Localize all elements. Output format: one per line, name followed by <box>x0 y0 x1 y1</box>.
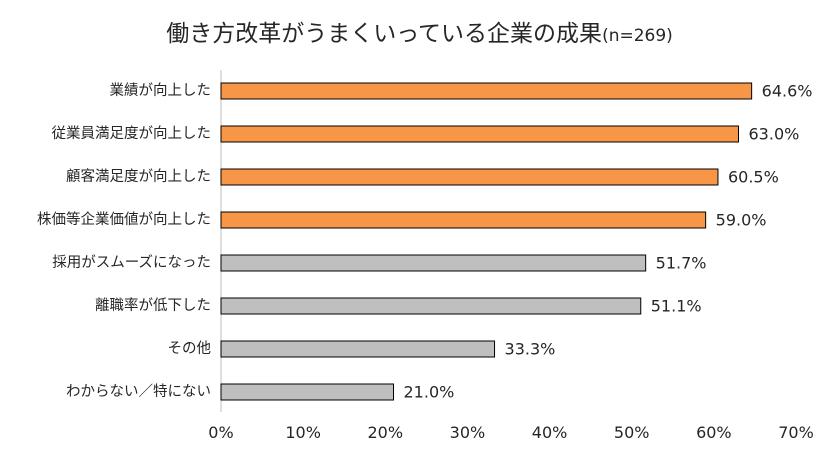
value-label: 60.5% <box>728 168 779 187</box>
category-label: 離職率が低下した <box>95 296 211 314</box>
value-label: 51.1% <box>651 297 702 316</box>
category-label: 業績が向上した <box>110 82 212 99</box>
bar-4 <box>220 211 707 229</box>
category-label: 株価等企業価値が向上した <box>37 210 211 228</box>
x-tick-label: 0% <box>208 423 233 442</box>
value-label: 63.0% <box>749 125 800 144</box>
bar-8 <box>220 383 394 401</box>
x-tick-label: 40% <box>532 423 568 442</box>
value-label: 33.3% <box>505 340 556 359</box>
value-label: 64.6% <box>762 82 813 101</box>
bar-3 <box>220 168 719 186</box>
bar-6 <box>220 297 642 315</box>
x-tick-label: 60% <box>696 423 732 442</box>
x-tick-label: 30% <box>450 423 486 442</box>
x-tick-label: 20% <box>368 423 404 442</box>
bar-1 <box>220 82 753 100</box>
category-labels: 業績が向上した従業員満足度が向上した顧客満足度が向上した株価等企業価値が向上した… <box>37 82 211 400</box>
chart-title-main: 働き方改革がうまくいっている企業の成果 <box>166 21 603 47</box>
bars-group <box>220 82 753 401</box>
bar-2 <box>220 125 739 143</box>
x-tick-label: 70% <box>778 423 814 442</box>
x-tick-label: 50% <box>614 423 650 442</box>
chart-title: 働き方改革がうまくいっている企業の成果(n=269) <box>0 14 839 48</box>
category-label: 顧客満足度が向上した <box>66 168 211 185</box>
value-labels: 64.6% 63.0% 60.5% 59.0% 51.7% 51.1% 33.3% 21.0% <box>404 82 813 402</box>
x-axis-ticks: 0% 10% 20% 30% 40% 50% 60% 70% <box>208 423 813 442</box>
category-label: 採用がスムーズになった <box>52 254 211 271</box>
value-label: 21.0% <box>404 383 455 402</box>
chart-title-sample-size: (n=269) <box>602 26 673 46</box>
category-label: その他 <box>168 340 212 357</box>
bar-5 <box>220 254 647 272</box>
value-label: 51.7% <box>656 254 707 273</box>
category-label: わからない／特にない <box>66 383 211 400</box>
category-label: 従業員満足度が向上した <box>52 125 212 142</box>
x-tick-label: 10% <box>285 423 321 442</box>
value-label: 59.0% <box>716 211 767 230</box>
bar-7 <box>220 340 496 358</box>
